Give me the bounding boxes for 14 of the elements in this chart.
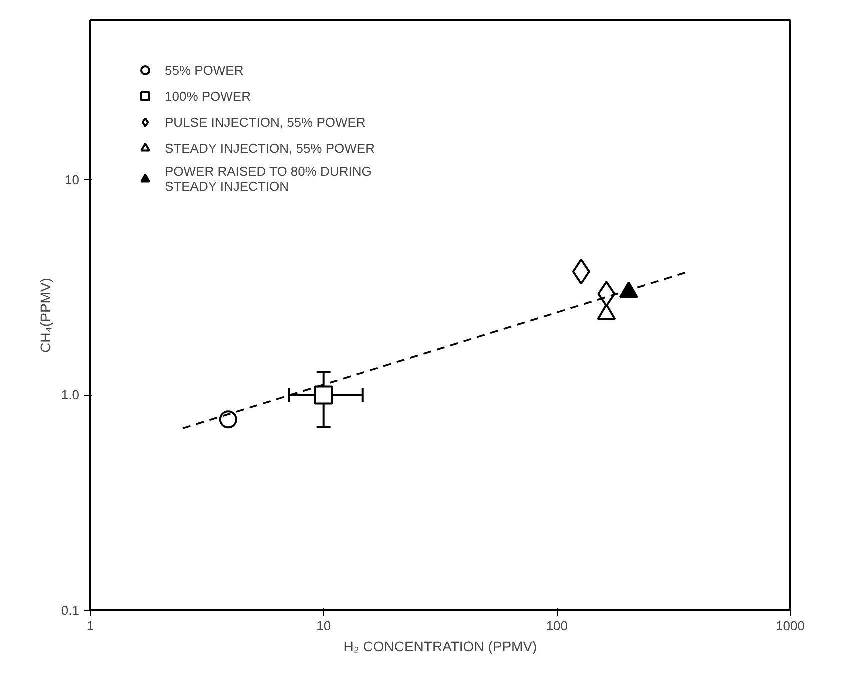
x-tick-label: 1 — [86, 618, 94, 634]
y-tick-label: 10 — [65, 172, 80, 188]
legend-label: PULSE INJECTION, 55% POWER — [165, 114, 366, 130]
legend-label: POWER RAISED TO 80% DURING STEADY INJECTION — [165, 164, 372, 194]
legend-label: 55% POWER — [165, 62, 244, 78]
y-axis-title: CH₄(PPMV) — [37, 278, 54, 353]
x-tick-label: 1000 — [776, 618, 805, 634]
x-tick-label: 100 — [546, 618, 568, 634]
y-tick-label: 0.1 — [61, 603, 80, 618]
legend-label: STEADY INJECTION, 55% POWER — [165, 140, 375, 156]
x-axis-title: H₂ CONCENTRATION (PPMV) — [344, 638, 538, 654]
x-tick-label: 10 — [316, 618, 332, 634]
legend-label: 100% POWER — [165, 88, 251, 104]
y-tick-label: 1.0 — [61, 388, 80, 403]
